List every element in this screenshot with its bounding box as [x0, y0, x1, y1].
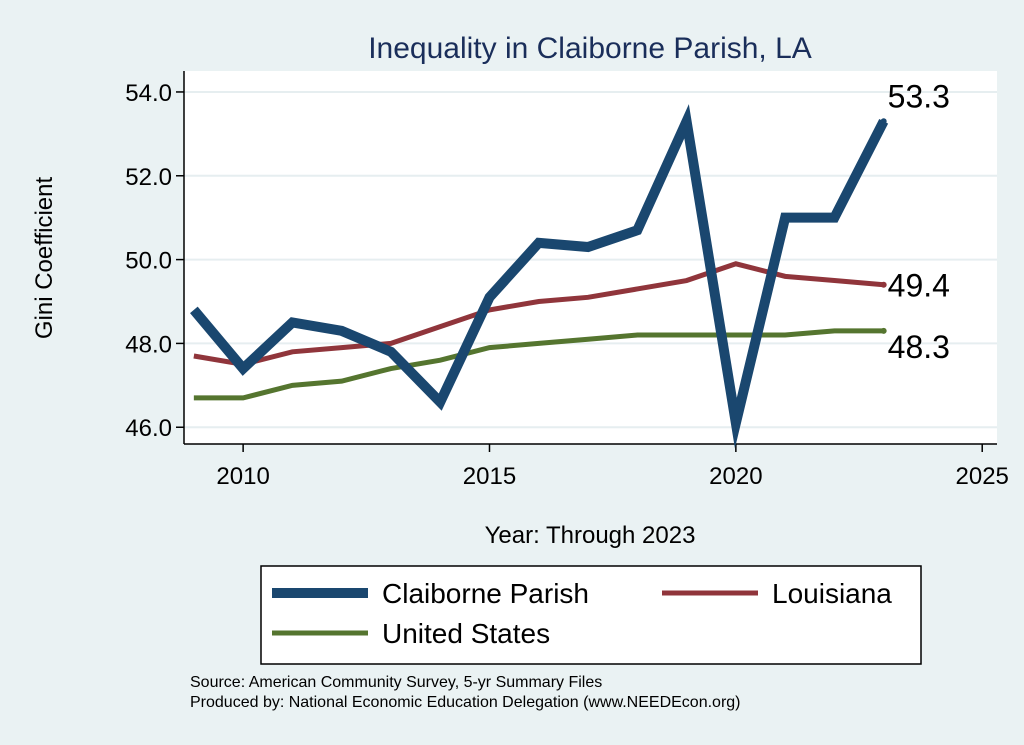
- x-tick-label: 2025: [956, 463, 1009, 490]
- series-end-point: [880, 281, 887, 288]
- x-tick-label: 2015: [463, 463, 516, 490]
- x-axis-title: Year: Through 2023: [485, 522, 696, 549]
- chart-title: Inequality in Claiborne Parish, LA: [368, 32, 812, 65]
- legend-label: Louisiana: [772, 578, 892, 609]
- y-tick-label: 46.0: [125, 415, 172, 442]
- series-line-claiborne-parish: [190, 104, 889, 449]
- source-note: Source: American Community Survey, 5-yr …: [190, 674, 602, 691]
- x-tick-label: 2020: [709, 463, 762, 490]
- end-label: 49.4: [888, 268, 950, 304]
- y-tick-label: 50.0: [125, 248, 172, 275]
- end-label: 53.3: [888, 78, 950, 114]
- end-label: 48.3: [888, 329, 950, 365]
- series-end-point: [880, 327, 887, 334]
- series-group: [190, 104, 889, 449]
- series-end-point: [880, 118, 887, 125]
- legend: Claiborne Parish Louisiana United States: [260, 565, 922, 665]
- y-tick-label: 54.0: [125, 80, 172, 107]
- axes: 46.0 48.0 50.0 52.0 54.0 2010 2015 2020 2025: [125, 71, 1009, 490]
- legend-label: United States: [382, 618, 550, 649]
- end-labels: 53.3 49.4 48.3: [888, 78, 950, 365]
- y-tick-label: 52.0: [125, 164, 172, 191]
- y-axis-title: Gini Coefficient: [31, 177, 58, 340]
- plot-area: [184, 71, 997, 444]
- legend-label: Claiborne Parish: [382, 578, 589, 609]
- x-tick-label: 2010: [216, 463, 269, 490]
- y-tick-label: 48.0: [125, 331, 172, 358]
- producer-note: Produced by: National Economic Education…: [190, 694, 741, 711]
- grid-lines: [184, 90, 997, 429]
- legend-box: [260, 565, 922, 665]
- series-line-united-states: [193, 328, 884, 401]
